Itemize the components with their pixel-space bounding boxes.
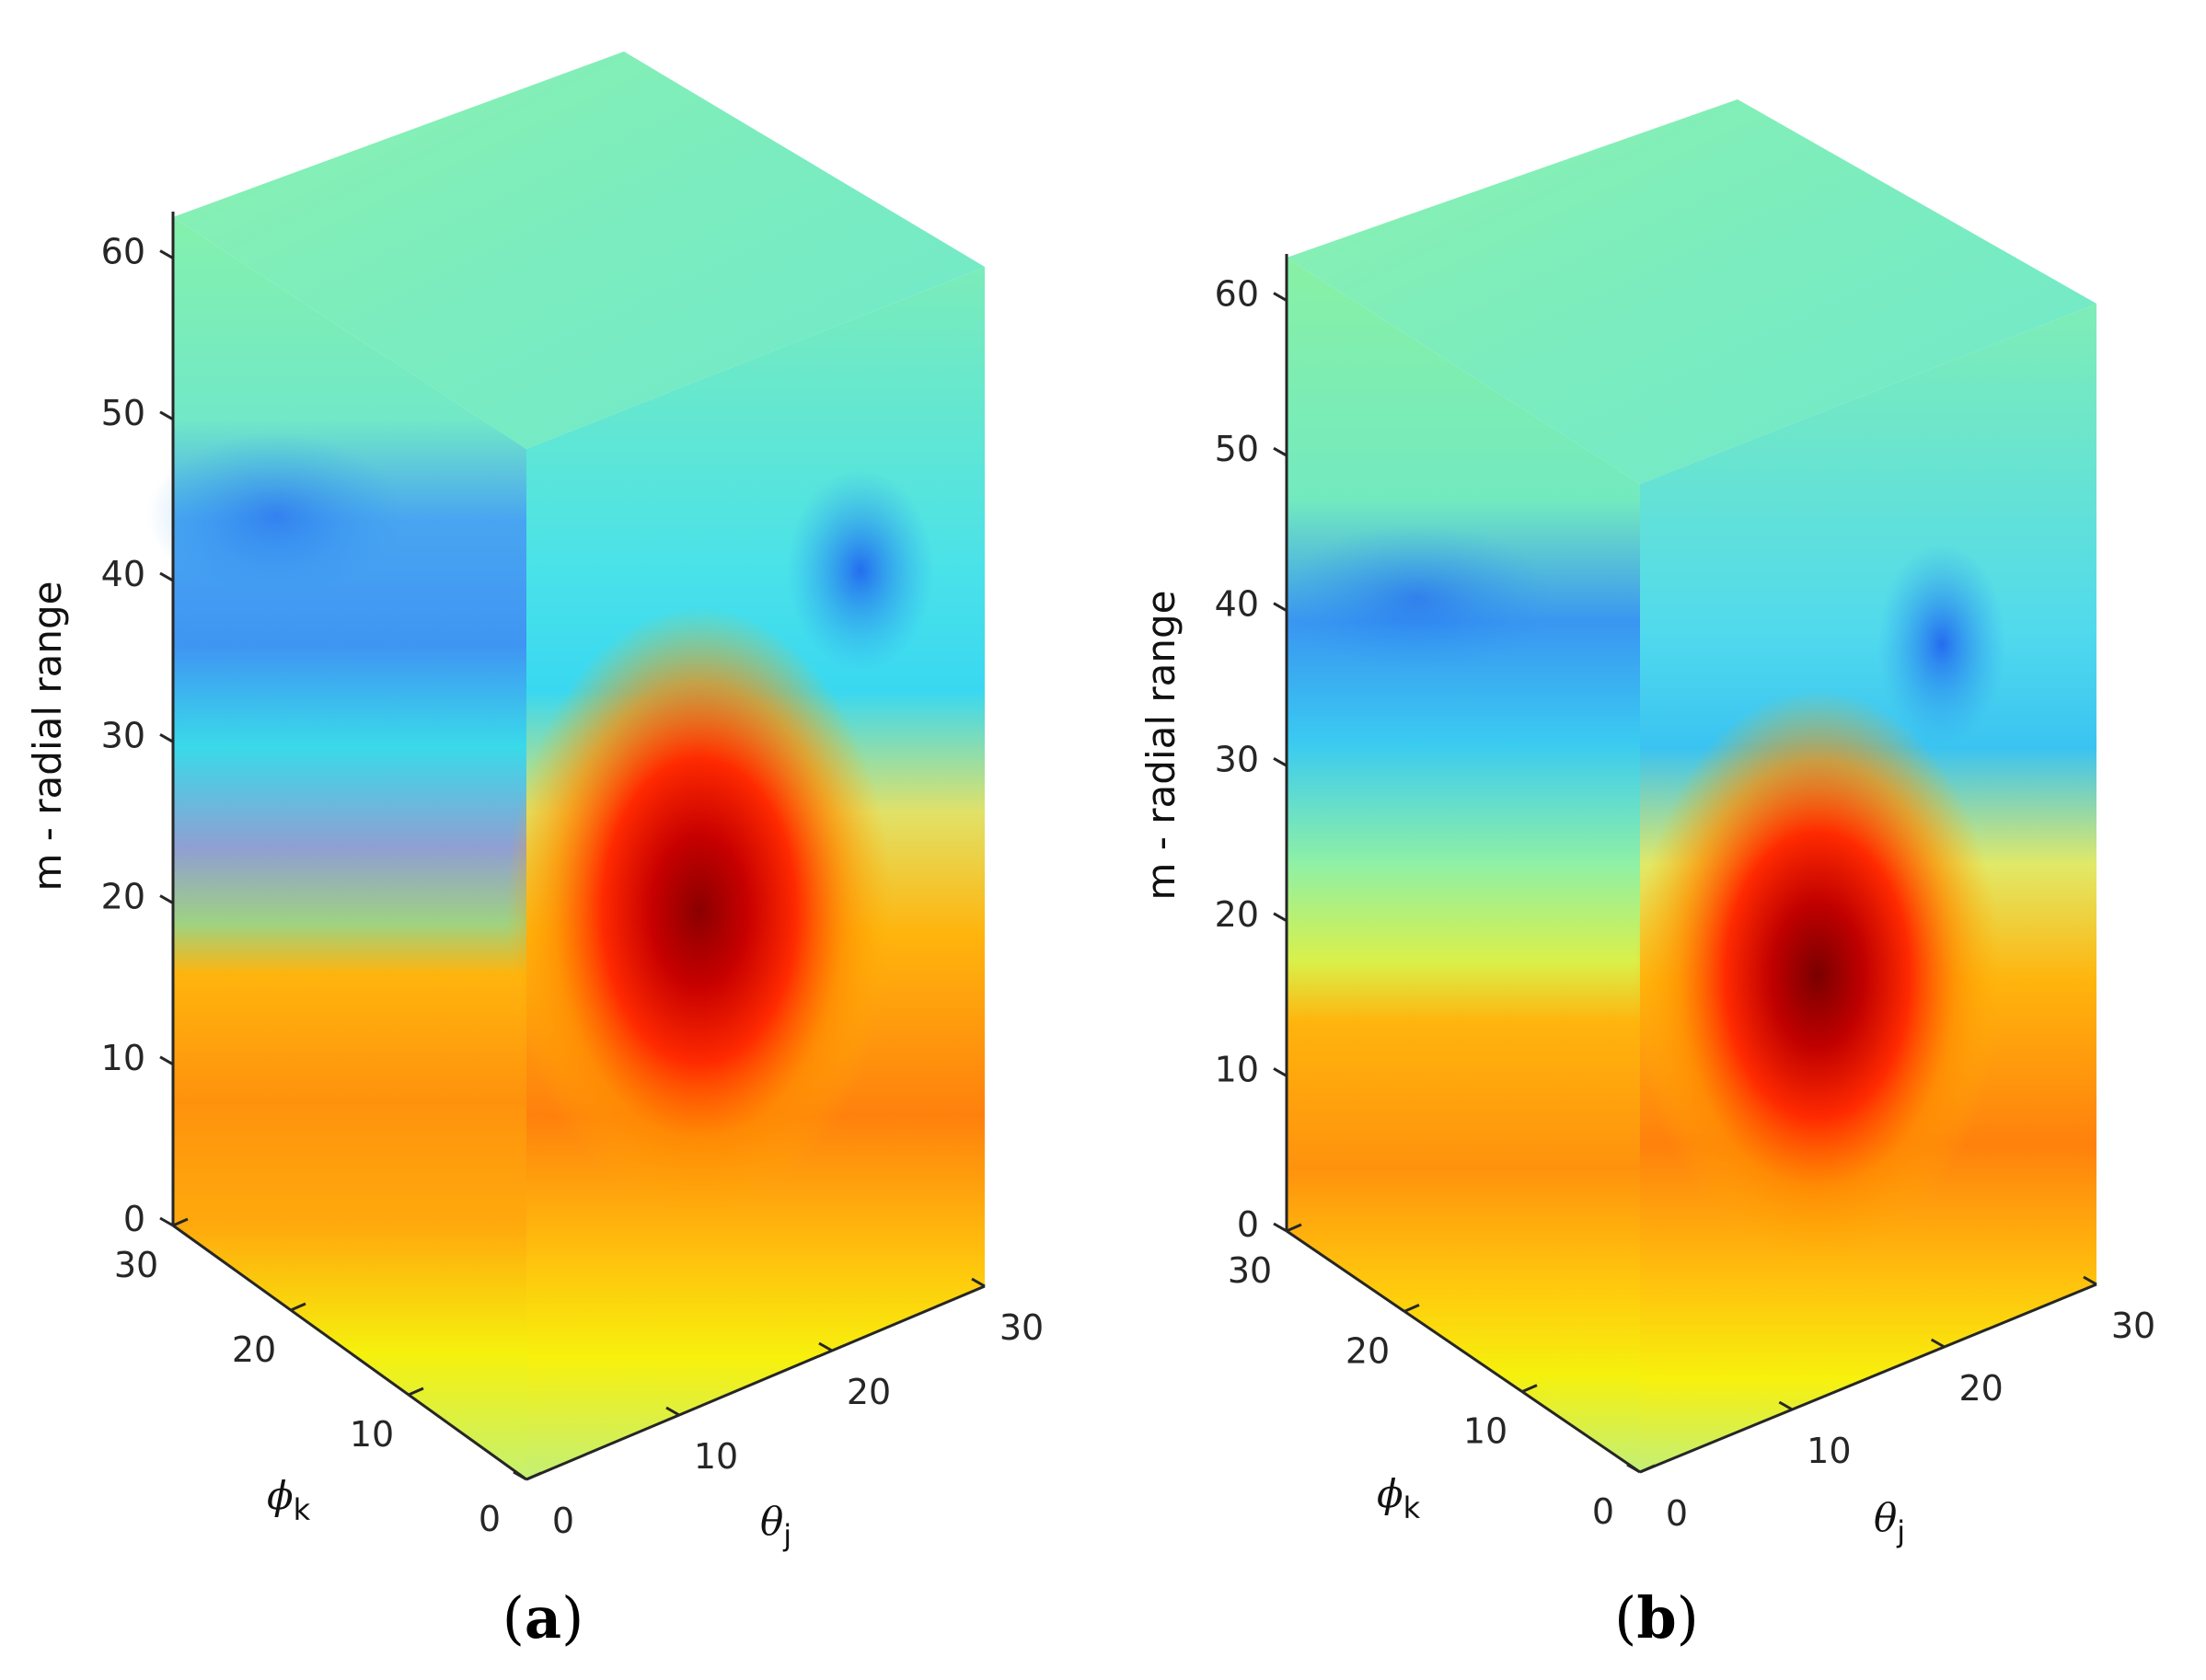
phi-tick-mark (1639, 1464, 1656, 1474)
phi-tick-mark (408, 1387, 424, 1397)
y-tick-mark (159, 732, 174, 743)
theta-tick-mark (513, 1470, 527, 1481)
theta-tick-label: 20 (847, 1372, 891, 1412)
panel-b: 0 10 20 30 40 50 60 0 10 20 30 0 10 20 30 m - radial… (1138, 99, 2155, 1651)
y-tick-label: 50 (101, 393, 145, 433)
panel-a: 0 10 20 30 40 50 60 0 10 20 30 0 10 20 30 m - radial… (25, 52, 1044, 1651)
phi-tick-mark (1521, 1384, 1538, 1394)
y-tick-mark (159, 249, 174, 259)
y-tick-mark (1273, 1222, 1288, 1233)
y-tick-label: 10 (1215, 1049, 1259, 1089)
y-tick-mark (1273, 446, 1288, 457)
y-tick-label: 60 (1215, 274, 1259, 315)
theta-axis-ticks-a: 0 10 20 30 (513, 1277, 1044, 1541)
phi-tick-label: 0 (479, 1499, 501, 1539)
theta-tick-label: 10 (1807, 1431, 1851, 1471)
theta-tick-mark (665, 1406, 680, 1417)
theta-tick-label: 0 (1666, 1493, 1688, 1534)
y-tick-mark (1273, 912, 1288, 923)
phi-tick-label: 10 (1463, 1411, 1507, 1452)
y-axis-title: m - radial range (25, 581, 70, 892)
theta-tick-label: 10 (694, 1436, 738, 1477)
panel-label-b: (b) (1614, 1584, 1699, 1651)
phi-tick-label: 10 (350, 1414, 394, 1455)
phi-tick-label: 20 (232, 1329, 276, 1370)
theta-tick-mark (1778, 1400, 1794, 1411)
theta-tick-mark (1930, 1338, 1946, 1349)
y-axis-ticks-b: 0 10 20 30 40 50 60 (1215, 274, 1288, 1245)
y-tick-label: 20 (101, 877, 145, 917)
theta-axis-ticks-b: 0 10 20 30 (1626, 1275, 2155, 1534)
phi-tick-label: 0 (1592, 1491, 1614, 1532)
theta-tick-mark (1626, 1463, 1641, 1474)
y-tick-label: 60 (101, 232, 145, 272)
theta-tick-mark (2083, 1275, 2097, 1286)
y-tick-mark (1273, 1067, 1288, 1077)
y-axis-title: m - radial range (1138, 591, 1184, 901)
y-tick-mark (159, 894, 174, 904)
y-tick-mark (159, 571, 174, 582)
phi-axis-ticks-a: 0 10 20 30 (114, 1217, 542, 1539)
blue-region (1279, 524, 1555, 672)
phi-tick-mark (1403, 1303, 1420, 1313)
phi-tick-label: 20 (1346, 1330, 1390, 1371)
panel-label-a: (a) (502, 1584, 584, 1651)
y-tick-mark (1273, 602, 1288, 613)
y-axis-ticks-a: 0 10 20 30 40 50 60 (101, 232, 174, 1239)
phi-tick-label: 30 (114, 1245, 158, 1285)
theta-axis-title: θj (760, 1499, 791, 1553)
volume-cube-b (1279, 99, 2096, 1472)
phi-axis-title: ϕk (1377, 1471, 1421, 1525)
y-tick-label: 30 (1215, 739, 1259, 779)
y-tick-label: 40 (1215, 584, 1259, 625)
theta-tick-label: 0 (552, 1501, 574, 1541)
y-tick-label: 20 (1215, 894, 1259, 935)
y-tick-label: 10 (101, 1038, 145, 1078)
phi-tick-mark (172, 1217, 189, 1227)
theta-tick-mark (818, 1341, 833, 1352)
y-tick-mark (159, 1216, 174, 1227)
peak-blob (1634, 690, 2002, 1260)
axes-a (171, 212, 986, 1481)
volume-cube-a (147, 52, 985, 1479)
phi-axis-title: ϕk (267, 1473, 311, 1527)
theta-axis-title: θj (1874, 1495, 1905, 1549)
phi-tick-mark (1286, 1223, 1302, 1233)
y-tick-label: 40 (101, 554, 145, 594)
y-tick-label: 30 (101, 715, 145, 755)
phi-tick-label: 30 (1228, 1250, 1272, 1291)
y-tick-label: 0 (1237, 1204, 1259, 1245)
y-tick-mark (1273, 756, 1288, 767)
phi-tick-mark (290, 1302, 306, 1312)
axes-b (1285, 254, 2097, 1474)
peak-blob (506, 607, 893, 1214)
theta-tick-label: 30 (999, 1307, 1044, 1348)
blue-region (147, 432, 405, 598)
theta-tick-mark (971, 1277, 986, 1288)
y-tick-mark (159, 410, 174, 421)
y-tick-label: 50 (1215, 429, 1259, 469)
theta-tick-label: 30 (2111, 1306, 2155, 1346)
y-tick-label: 0 (123, 1199, 145, 1239)
y-tick-mark (1273, 292, 1288, 302)
cube-top-face (173, 52, 985, 449)
blue-region (1877, 543, 2006, 745)
theta-tick-label: 20 (1958, 1368, 2003, 1409)
phi-tick-mark (526, 1471, 542, 1481)
phi-axis-ticks-b: 0 10 20 30 (1228, 1223, 1656, 1532)
blue-region (787, 469, 934, 672)
cube-top-face (1287, 99, 2096, 484)
y-tick-mark (159, 1055, 174, 1066)
